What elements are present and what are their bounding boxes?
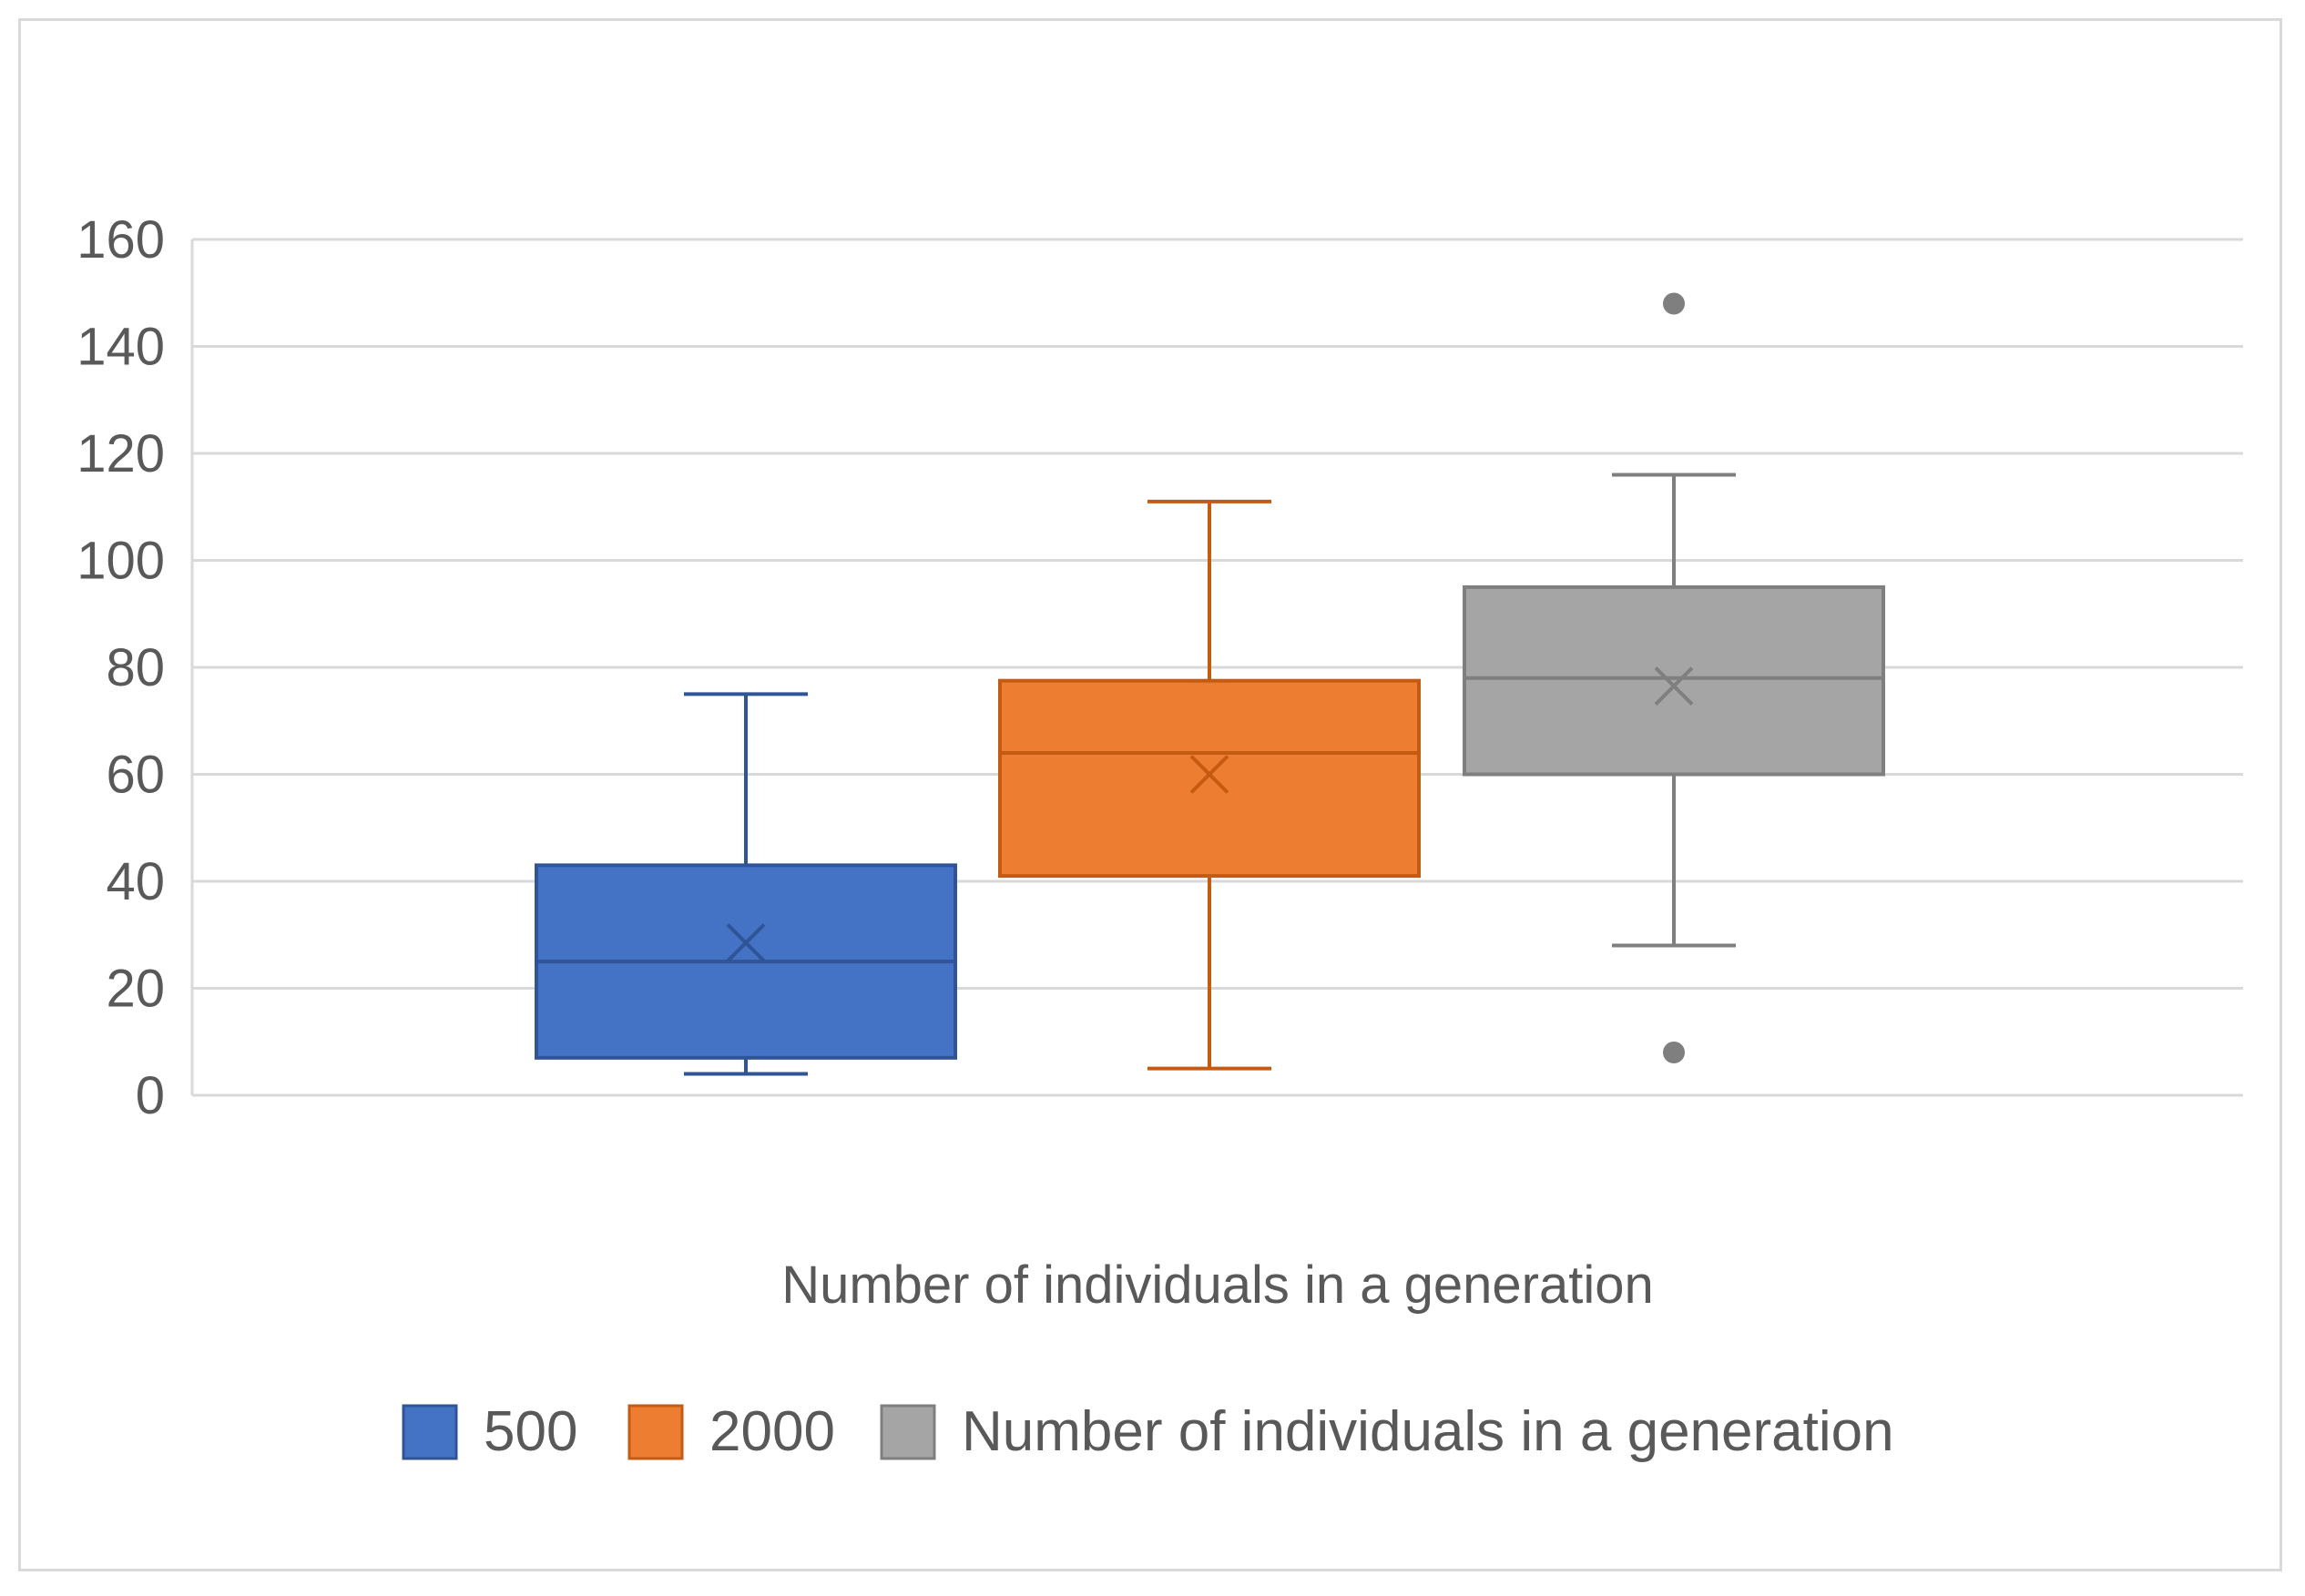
outlier-point-0 — [1663, 292, 1685, 315]
legend-label-1: 2000 — [709, 1400, 835, 1463]
y-tick-label-20: 20 — [106, 960, 165, 1019]
legend-swatch-1 — [627, 1404, 684, 1460]
legend-swatch-2 — [880, 1404, 936, 1460]
y-tick-label-100: 100 — [76, 532, 165, 591]
outlier-point-1 — [1663, 1042, 1685, 1063]
box-iqr — [998, 678, 1421, 879]
box-series-1 — [998, 499, 1421, 1071]
legend-swatch-0 — [402, 1404, 458, 1460]
legend-entry-1: 2000 — [627, 1400, 835, 1463]
mean-marker — [726, 923, 766, 962]
legend-entry-0: 500 — [402, 1400, 577, 1463]
legend-label-0: 500 — [484, 1400, 577, 1463]
mean-marker — [1189, 755, 1229, 794]
y-tick-label-160: 160 — [76, 210, 165, 269]
y-tick-label-60: 60 — [106, 746, 165, 805]
y-tick-label-0: 0 — [136, 1066, 165, 1125]
y-tick-label-120: 120 — [76, 424, 165, 483]
y-tick-label-80: 80 — [106, 638, 165, 697]
legend: 500 2000 Number of individuals in a genera… — [402, 1400, 1894, 1463]
y-tick-label-140: 140 — [76, 318, 165, 377]
mean-marker — [1654, 666, 1694, 706]
boxplot-chart: 0 20 40 60 80 100 120 140 160 Number of individu… — [76, 210, 2243, 1463]
x-axis-title: Number of individuals in a generation — [781, 1255, 1654, 1315]
gridlines — [190, 238, 2243, 1097]
y-tick-label-40: 40 — [106, 852, 165, 911]
box-series-2 — [1463, 292, 1885, 1063]
legend-entry-2: Number of individuals in a generation — [880, 1400, 1894, 1463]
y-axis-ticks: 0 20 40 60 80 100 120 140 160 — [76, 210, 165, 1125]
chart-frame: 0 20 40 60 80 100 120 140 160 Number of individu… — [18, 18, 2282, 1571]
box-iqr — [1463, 585, 1885, 777]
box-series — [535, 292, 1885, 1076]
legend-label-2: Number of individuals in a generation — [962, 1400, 1894, 1463]
box-series-0 — [535, 692, 957, 1076]
